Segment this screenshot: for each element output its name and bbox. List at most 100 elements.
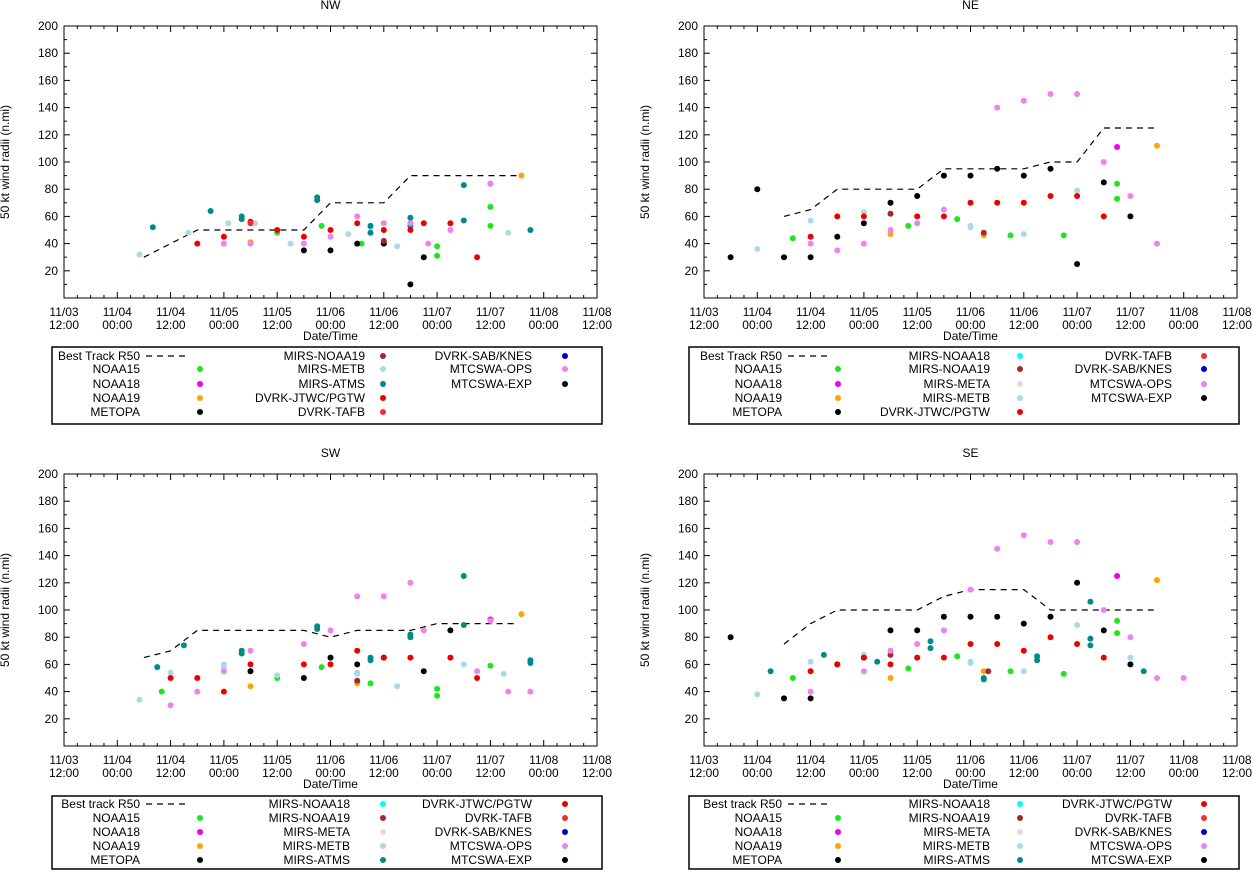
x-tick-label-time: 12:00 xyxy=(902,318,932,332)
point-mtcswa-ops xyxy=(220,240,227,247)
point-mirs-noaa19 xyxy=(887,210,894,217)
point-dvrk-jtwc-pgtw xyxy=(300,661,307,668)
point-dvrk-jtwc-pgtw xyxy=(807,668,814,675)
point-mtcswa-ops xyxy=(327,627,334,634)
point-dvrk-jtwc-pgtw xyxy=(940,654,947,661)
y-tick-label: 200 xyxy=(678,467,698,481)
point-mirs-metb xyxy=(807,217,814,224)
point-dvrk-jtwc-pgtw xyxy=(994,641,1001,647)
point-mirs-metb xyxy=(967,224,974,231)
x-tick-label-time: 00:00 xyxy=(849,766,879,780)
legend-label-noaa18: NOAA18 xyxy=(735,377,783,391)
x-tick-label-date: 11/07 xyxy=(1116,753,1145,767)
legend-marker-mtcswa-exp xyxy=(562,857,568,863)
x-tick-label-time: 12:00 xyxy=(1115,318,1145,332)
y-axis-label: 50 kt wind radii (n.mi) xyxy=(638,553,652,667)
y-axis-label: 50 kt wind radii (n.mi) xyxy=(0,553,12,667)
point-dvrk-jtwc-pgtw xyxy=(834,661,841,668)
point-mirs-atms xyxy=(874,658,881,665)
point-mirs-atms xyxy=(238,216,245,223)
point-noaa15 xyxy=(789,235,796,242)
legend-marker-mirs-atms xyxy=(380,381,386,387)
point-metopa xyxy=(1100,179,1107,186)
point-metopa xyxy=(1047,613,1054,620)
x-tick-label-date: 11/07 xyxy=(476,753,505,767)
point-mirs-atms xyxy=(367,229,374,236)
x-tick-label-date: 11/06 xyxy=(369,753,398,767)
legend-label-noaa18: NOAA18 xyxy=(93,825,141,839)
legend-label-best-track-r50: Best track R50 xyxy=(703,797,782,811)
legend-marker-dvrk-sab-knes xyxy=(562,829,568,835)
x-tick-label-date: 11/05 xyxy=(849,305,878,319)
x-tick-label-time: 00:00 xyxy=(209,318,239,332)
point-noaa15 xyxy=(789,675,796,681)
legend-label-mirs-metb: MIRS-METB xyxy=(283,839,350,853)
x-tick-label-time: 12:00 xyxy=(262,766,292,780)
point-mtcswa-ops xyxy=(1074,91,1081,97)
point-mtcswa-ops xyxy=(1180,675,1187,681)
point-mirs-metb xyxy=(1127,654,1134,661)
y-tick-label: 160 xyxy=(38,521,58,535)
legend-marker-mirs-meta xyxy=(380,829,386,835)
point-metopa xyxy=(300,675,307,681)
point-mtcswa-ops xyxy=(407,220,414,227)
x-tick-label-time: 00:00 xyxy=(742,318,772,332)
legend-label-dvrk-sab-knes: DVRK-SAB/KNES xyxy=(435,825,532,839)
legend-label-noaa18: NOAA18 xyxy=(735,825,783,839)
point-dvrk-jtwc-pgtw xyxy=(380,654,387,661)
point-mtcswa-ops xyxy=(807,240,814,247)
point-mirs-metb xyxy=(167,669,174,676)
point-dvrk-jtwc-pgtw xyxy=(1047,193,1054,199)
y-tick-label: 120 xyxy=(38,576,58,590)
x-tick-label-time: 12:00 xyxy=(156,766,186,780)
y-tick-label: 180 xyxy=(678,46,698,60)
y-tick-label: 40 xyxy=(45,685,59,699)
legend-label-mirs-noaa18: MIRS-NOAA18 xyxy=(909,349,991,363)
legend-label-mirs-noaa19: MIRS-NOAA19 xyxy=(269,811,351,825)
legend-label-mirs-meta: MIRS-META xyxy=(924,377,990,391)
y-tick-label: 80 xyxy=(685,630,699,644)
point-mtcswa-ops xyxy=(194,688,201,695)
x-tick-label-date: 11/05 xyxy=(849,753,878,767)
legend-marker-mirs-meta xyxy=(1017,829,1023,835)
x-tick-label-date: 11/08 xyxy=(529,305,558,319)
x-tick-label-time: 00:00 xyxy=(742,766,772,780)
point-mtcswa-ops xyxy=(354,213,361,220)
x-tick-label-date: 11/05 xyxy=(263,305,292,319)
point-mtcswa-ops xyxy=(1127,193,1134,199)
y-tick-label: 40 xyxy=(45,237,59,251)
legend-marker-mtcswa-ops xyxy=(1201,843,1207,849)
legend-marker-noaa18 xyxy=(197,829,203,835)
point-mirs-atms xyxy=(767,668,774,675)
x-tick-label-time: 00:00 xyxy=(529,766,559,780)
point-mirs-atms xyxy=(314,197,321,204)
point-noaa19 xyxy=(518,172,525,179)
point-mtcswa-ops xyxy=(327,233,334,240)
point-dvrk-jtwc-pgtw xyxy=(887,661,894,668)
legend-label-dvrk-sab-knes: DVRK-SAB/KNES xyxy=(435,349,532,363)
legend-label-mirs-noaa18: MIRS-NOAA18 xyxy=(909,797,991,811)
y-tick-label: 100 xyxy=(678,155,698,169)
point-dvrk-jtwc-pgtw xyxy=(474,254,481,261)
point-metopa xyxy=(1047,165,1054,172)
point-dvrk-jtwc-pgtw xyxy=(1020,647,1027,654)
legend-label-mirs-metb: MIRS-METB xyxy=(923,839,990,853)
point-metopa xyxy=(940,613,947,620)
x-tick-label-time: 00:00 xyxy=(955,318,985,332)
legend-marker-mirs-metb xyxy=(1017,395,1023,401)
legend-marker-mirs-noaa18 xyxy=(380,801,386,807)
point-noaa19 xyxy=(518,611,525,618)
point-noaa19 xyxy=(247,683,254,690)
x-tick-label-time: 12:00 xyxy=(369,766,399,780)
point-mtcswa-ops xyxy=(407,579,414,586)
point-mirs-atms xyxy=(1034,653,1041,660)
y-tick-label: 120 xyxy=(38,128,58,142)
point-noaa15 xyxy=(905,665,912,672)
point-mtcswa-ops xyxy=(1100,159,1107,165)
legend-marker-mtcswa-ops xyxy=(562,843,568,849)
legend-label-noaa15: NOAA15 xyxy=(93,811,141,825)
point-mirs-atms xyxy=(367,222,374,229)
point-metopa xyxy=(914,193,921,199)
point-dvrk-jtwc-pgtw xyxy=(354,647,361,654)
